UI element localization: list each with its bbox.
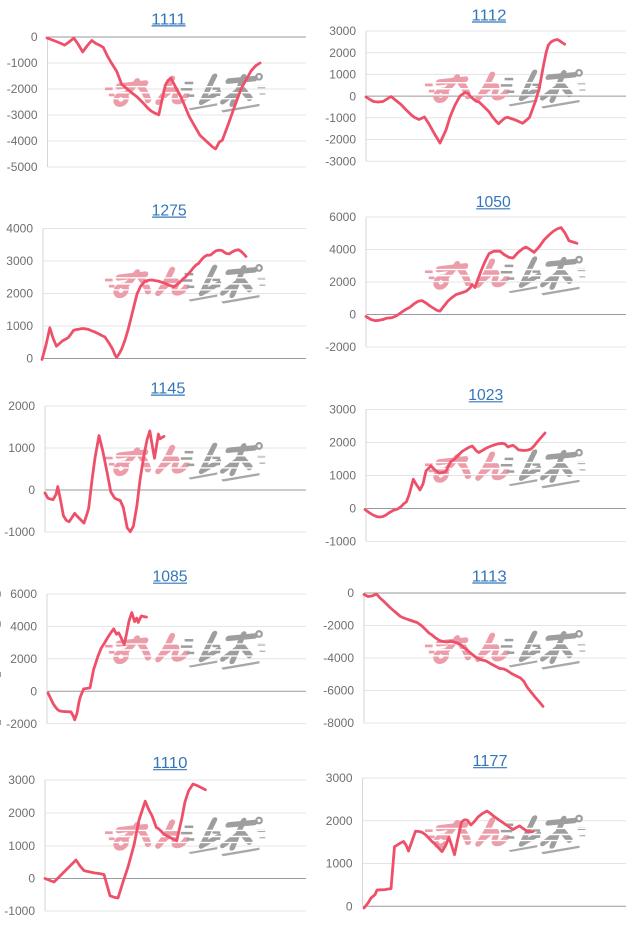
svg-text:-1000: -1000 — [7, 56, 38, 70]
svg-text:0: 0 — [26, 352, 33, 366]
svg-text:-1000: -1000 — [325, 111, 356, 125]
svg-text:1113: 1113 — [472, 568, 507, 585]
svg-text:1145: 1145 — [150, 380, 185, 397]
svg-text:0: 0 — [349, 308, 356, 322]
svg-text:2000: 2000 — [329, 275, 356, 289]
svg-text:-3000: -3000 — [7, 108, 38, 122]
svg-text:1275: 1275 — [152, 203, 187, 220]
svg-text:1000: 1000 — [6, 319, 33, 333]
svg-text:1000: 1000 — [329, 469, 356, 483]
svg-text:0: 0 — [349, 502, 356, 516]
svg-text:0: 0 — [28, 872, 35, 886]
svg-text:1023: 1023 — [468, 387, 503, 404]
svg-text:2000: 2000 — [329, 436, 356, 450]
svg-text:-1000: -1000 — [325, 535, 356, 549]
svg-text:-6000: -6000 — [323, 684, 354, 698]
svg-text:0: 0 — [31, 30, 38, 44]
svg-text:0: 0 — [349, 89, 356, 103]
svg-text:6000: 6000 — [10, 587, 37, 601]
svg-text:2000: 2000 — [329, 46, 356, 60]
svg-text:-2000: -2000 — [7, 82, 38, 96]
svg-text:0: 0 — [30, 684, 37, 698]
svg-text:-5000: -5000 — [7, 160, 38, 174]
svg-text:3000: 3000 — [326, 771, 353, 785]
svg-text:-8000: -8000 — [323, 716, 354, 730]
svg-text:0: 0 — [347, 586, 354, 600]
svg-text:1110: 1110 — [153, 755, 188, 772]
svg-text:2000: 2000 — [326, 814, 353, 828]
svg-text:-3000: -3000 — [325, 154, 356, 168]
svg-text:0: 0 — [346, 900, 353, 914]
svg-text:-2000: -2000 — [323, 619, 354, 633]
svg-text:6000: 6000 — [329, 210, 356, 224]
svg-text:3000: 3000 — [329, 403, 356, 417]
svg-text:4000: 4000 — [10, 620, 37, 634]
svg-text:1000: 1000 — [8, 839, 35, 853]
svg-text:0: 0 — [28, 483, 35, 497]
svg-text:1085: 1085 — [153, 569, 188, 586]
svg-text:2000: 2000 — [8, 806, 35, 820]
svg-text:-2000: -2000 — [325, 133, 356, 147]
svg-text:3000: 3000 — [8, 773, 35, 787]
svg-text:-1000: -1000 — [4, 904, 35, 918]
svg-text:-4000: -4000 — [323, 651, 354, 665]
svg-text:1000: 1000 — [8, 441, 35, 455]
svg-text:3000: 3000 — [6, 254, 33, 268]
svg-text:-2000: -2000 — [6, 717, 37, 731]
svg-text:-2000: -2000 — [325, 340, 356, 354]
svg-text:1111: 1111 — [151, 11, 186, 28]
svg-text:2000: 2000 — [6, 287, 33, 301]
svg-text:1177: 1177 — [473, 753, 508, 770]
svg-text:2000: 2000 — [8, 399, 35, 413]
svg-text:4000: 4000 — [6, 222, 33, 236]
svg-text:-1000: -1000 — [4, 525, 35, 539]
svg-text:-4000: -4000 — [7, 134, 38, 148]
svg-text:2000: 2000 — [10, 652, 37, 666]
svg-text:1000: 1000 — [329, 68, 356, 82]
svg-text:4000: 4000 — [329, 243, 356, 257]
svg-text:1112: 1112 — [472, 7, 507, 24]
svg-text:1000: 1000 — [326, 857, 353, 871]
svg-text:3000: 3000 — [329, 24, 356, 38]
svg-text:1050: 1050 — [476, 194, 511, 211]
